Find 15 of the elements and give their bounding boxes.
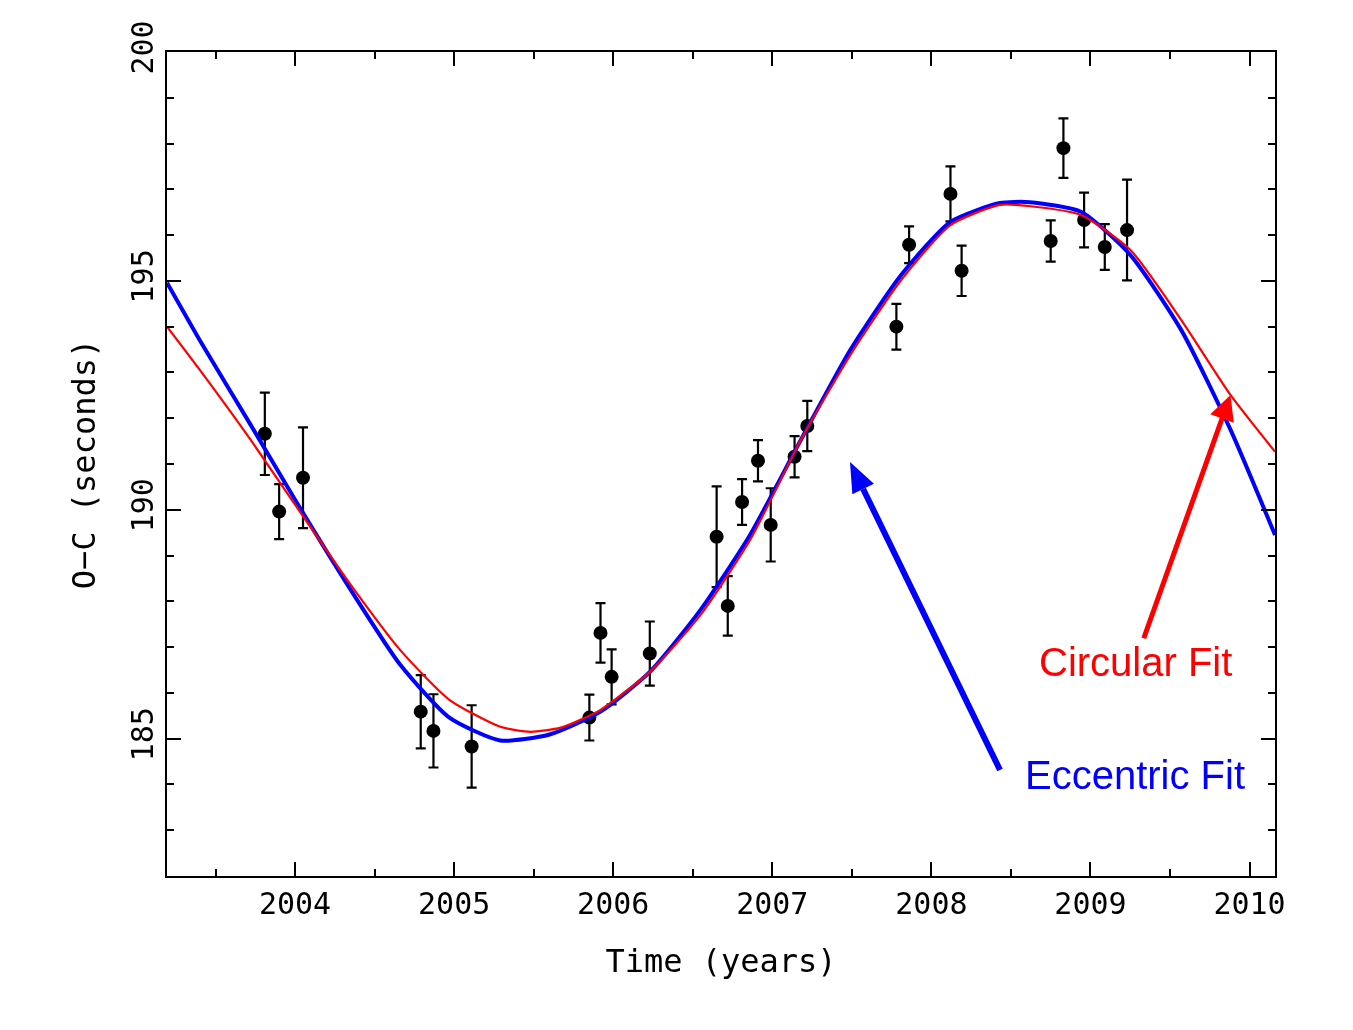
x-tick-label: 2004 — [258, 886, 332, 921]
x-tick-label: 2007 — [736, 886, 809, 921]
annotation: Eccentric Fit — [1025, 753, 1246, 797]
x-tick-label: 2009 — [1054, 886, 1127, 921]
x-tick-label: 2008 — [895, 886, 968, 921]
x-axis-title: Time (years) — [605, 942, 837, 981]
x-tick-label: 2010 — [1213, 886, 1286, 921]
y-axis-title: O−C (seconds) — [64, 338, 103, 590]
x-tick-label: 2005 — [418, 886, 491, 921]
y-tick-label: 195 — [125, 249, 160, 304]
y-tick-label: 200 — [125, 20, 160, 75]
y-tick-label: 190 — [125, 478, 160, 533]
x-tick-label: 2006 — [577, 886, 650, 921]
y-tick-label: 185 — [125, 707, 160, 762]
annotation: Circular Fit — [1039, 640, 1233, 684]
